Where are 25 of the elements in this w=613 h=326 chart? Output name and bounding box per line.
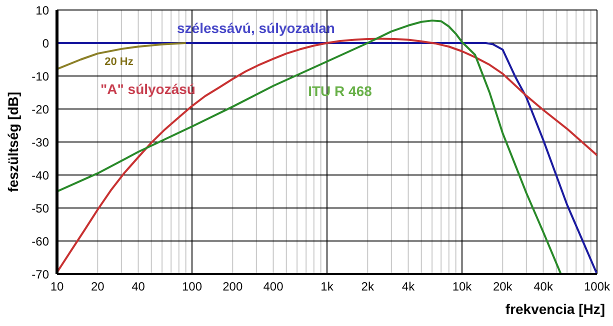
y-axis-title: feszültség [dB]: [5, 92, 21, 192]
series-label: 20 Hz: [104, 56, 134, 68]
x-tick-label: 20k: [492, 280, 514, 294]
x-tick-label: 4k: [402, 280, 416, 294]
x-tick-label: 100: [182, 280, 202, 294]
x-tick-label: 40: [132, 280, 146, 294]
x-tick-label: 40k: [534, 280, 554, 294]
y-tick-label: -70: [32, 267, 50, 282]
y-tick-label: -20: [32, 102, 50, 116]
y-tick-label: -60: [32, 234, 50, 248]
y-tick-label: -10: [32, 69, 50, 84]
x-axis-title: frekvencia [Hz]: [505, 301, 605, 317]
x-tick-label: 100k: [584, 280, 612, 294]
y-tick-label: 10: [36, 3, 50, 18]
y-tick-label: -30: [32, 135, 50, 150]
x-tick-label: 1k: [320, 280, 334, 294]
x-tick-label: 200: [222, 280, 243, 294]
x-tick-label: 400: [263, 280, 284, 294]
y-tick-label: 0: [42, 36, 50, 50]
x-tick-label: 20: [90, 280, 105, 294]
x-tick-label: 2k: [361, 280, 375, 294]
y-tick-label: -40: [32, 168, 50, 182]
y-tick-label: -50: [32, 201, 50, 216]
x-tick-label: 10k: [452, 280, 473, 294]
x-tick-label: 10: [50, 280, 64, 294]
